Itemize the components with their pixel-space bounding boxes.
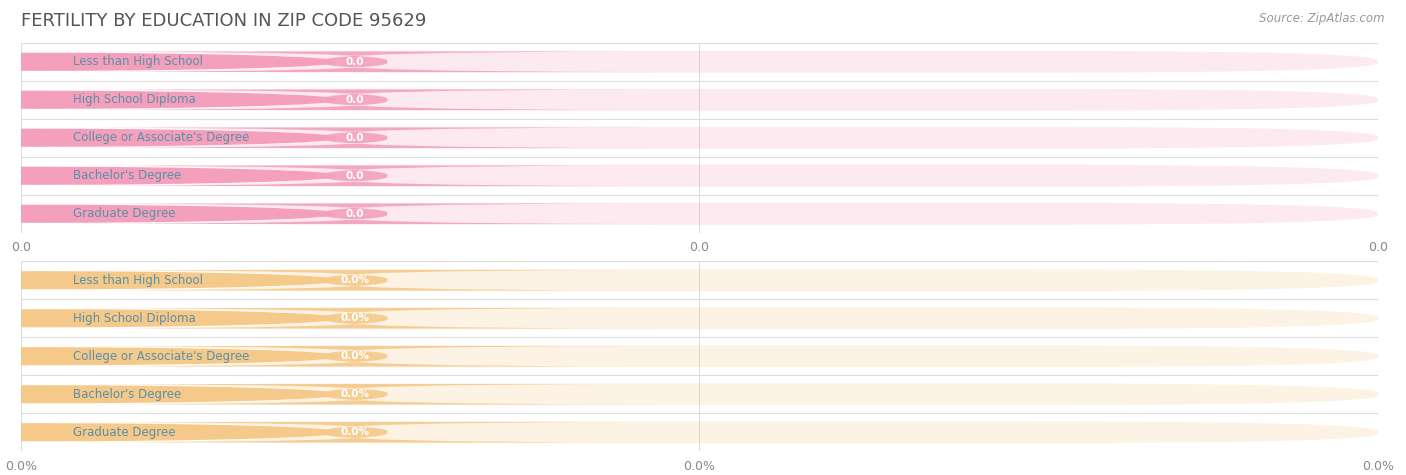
Text: Less than High School: Less than High School (73, 55, 202, 68)
Circle shape (0, 53, 336, 70)
FancyBboxPatch shape (58, 270, 652, 291)
FancyBboxPatch shape (0, 270, 353, 291)
FancyBboxPatch shape (21, 51, 1378, 73)
Text: College or Associate's Degree: College or Associate's Degree (73, 350, 249, 363)
Circle shape (0, 424, 336, 441)
Text: 0.0%: 0.0% (683, 460, 716, 473)
Text: 0.0: 0.0 (346, 133, 364, 143)
Text: High School Diploma: High School Diploma (73, 93, 195, 106)
FancyBboxPatch shape (21, 383, 1378, 405)
FancyBboxPatch shape (0, 384, 353, 405)
Text: 0.0%: 0.0% (340, 389, 370, 399)
FancyBboxPatch shape (0, 346, 353, 367)
Text: FERTILITY BY EDUCATION IN ZIP CODE 95629: FERTILITY BY EDUCATION IN ZIP CODE 95629 (21, 12, 426, 30)
FancyBboxPatch shape (0, 203, 353, 224)
FancyBboxPatch shape (21, 127, 1378, 149)
Text: College or Associate's Degree: College or Associate's Degree (73, 131, 249, 144)
Text: 0.0%: 0.0% (6, 460, 37, 473)
FancyBboxPatch shape (21, 269, 1378, 291)
FancyBboxPatch shape (21, 421, 1378, 443)
FancyBboxPatch shape (21, 89, 1378, 111)
Text: High School Diploma: High School Diploma (73, 312, 195, 325)
FancyBboxPatch shape (0, 89, 353, 110)
FancyBboxPatch shape (0, 308, 353, 329)
Circle shape (0, 386, 336, 403)
Text: 0.0: 0.0 (346, 95, 364, 105)
Text: 0.0%: 0.0% (340, 351, 370, 361)
FancyBboxPatch shape (0, 422, 353, 443)
Text: 0.0: 0.0 (346, 57, 364, 67)
Circle shape (0, 91, 336, 108)
Text: 0.0%: 0.0% (340, 275, 370, 285)
FancyBboxPatch shape (21, 345, 1378, 367)
FancyBboxPatch shape (58, 308, 652, 329)
Text: 0.0: 0.0 (346, 209, 364, 219)
Text: 0.0: 0.0 (1368, 241, 1388, 254)
Text: Graduate Degree: Graduate Degree (73, 207, 176, 220)
FancyBboxPatch shape (58, 127, 652, 148)
FancyBboxPatch shape (58, 165, 652, 186)
Circle shape (0, 272, 336, 289)
FancyBboxPatch shape (58, 384, 652, 405)
Text: 0.0%: 0.0% (340, 427, 370, 437)
Circle shape (0, 167, 336, 184)
FancyBboxPatch shape (58, 422, 652, 443)
FancyBboxPatch shape (21, 203, 1378, 225)
Text: Bachelor's Degree: Bachelor's Degree (73, 388, 181, 401)
Text: Graduate Degree: Graduate Degree (73, 426, 176, 439)
FancyBboxPatch shape (58, 89, 652, 110)
FancyBboxPatch shape (58, 346, 652, 367)
Text: 0.0: 0.0 (11, 241, 31, 254)
FancyBboxPatch shape (58, 51, 652, 72)
Text: 0.0%: 0.0% (340, 313, 370, 323)
Text: Source: ZipAtlas.com: Source: ZipAtlas.com (1260, 12, 1385, 25)
FancyBboxPatch shape (21, 307, 1378, 329)
Text: Bachelor's Degree: Bachelor's Degree (73, 169, 181, 182)
Text: Less than High School: Less than High School (73, 274, 202, 287)
Circle shape (0, 310, 336, 327)
FancyBboxPatch shape (0, 127, 353, 148)
Text: 0.0%: 0.0% (1362, 460, 1393, 473)
FancyBboxPatch shape (0, 165, 353, 186)
Circle shape (0, 205, 336, 222)
Circle shape (0, 348, 336, 365)
FancyBboxPatch shape (21, 165, 1378, 187)
FancyBboxPatch shape (58, 203, 652, 224)
Circle shape (0, 129, 336, 146)
Text: 0.0: 0.0 (689, 241, 710, 254)
Text: 0.0: 0.0 (346, 171, 364, 181)
FancyBboxPatch shape (0, 51, 353, 72)
